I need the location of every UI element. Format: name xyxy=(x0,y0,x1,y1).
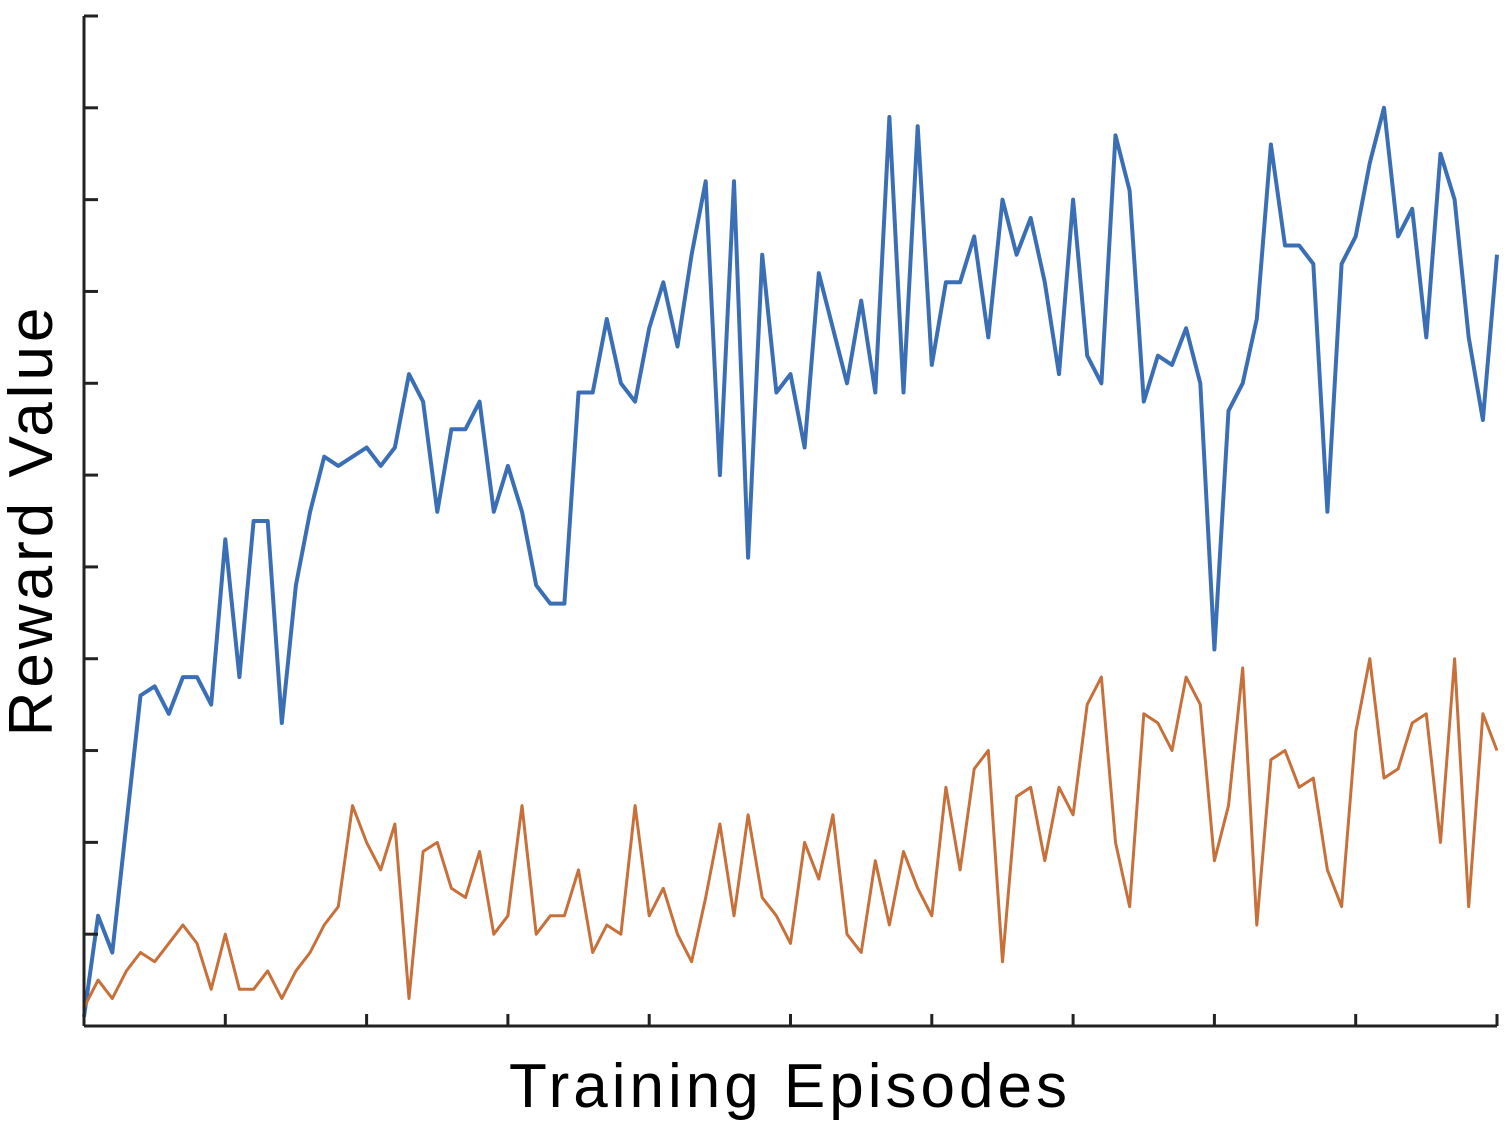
x-ticks xyxy=(82,1014,1499,1026)
y-ticks xyxy=(84,14,98,1028)
x-axis-title: Training Episodes xyxy=(509,1052,1071,1121)
series-line-2 xyxy=(82,657,1499,1009)
series-layer xyxy=(82,105,1499,1018)
y-axis-title: Reward Value xyxy=(0,304,66,737)
series-line-1 xyxy=(82,105,1499,1018)
